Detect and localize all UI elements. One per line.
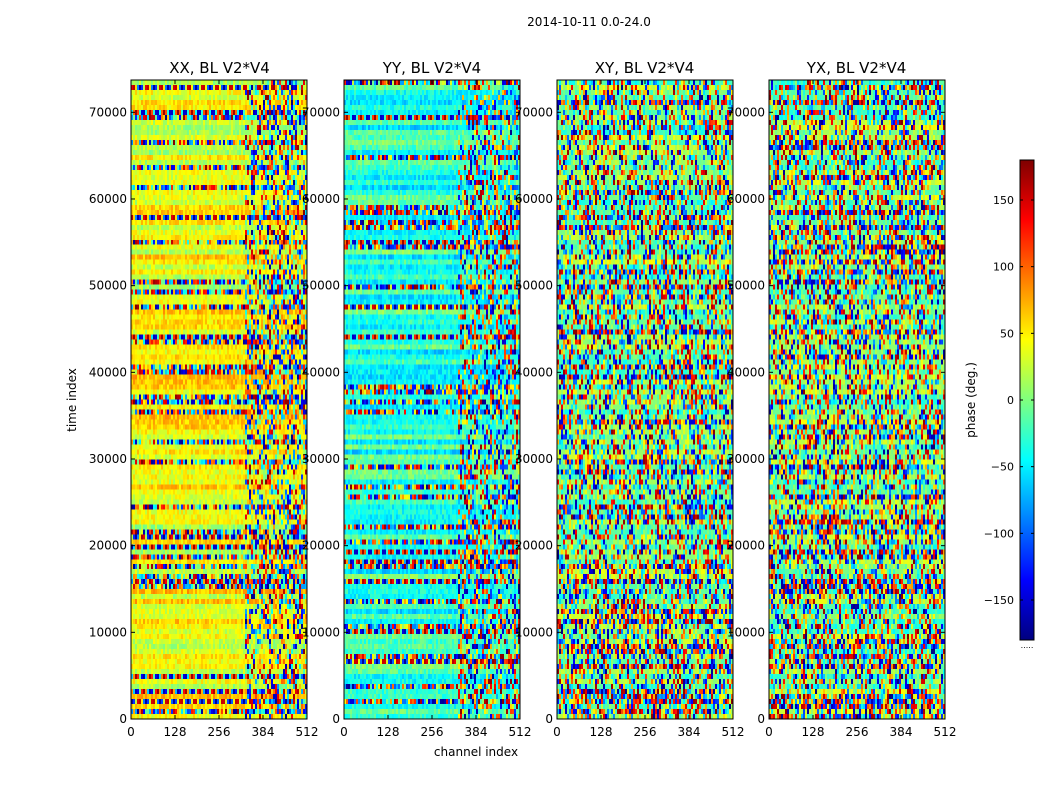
x-tick-label: 0 xyxy=(340,725,348,739)
x-tick-label: 384 xyxy=(252,725,275,739)
colorbar-tick-label: 100 xyxy=(993,261,1014,274)
y-tick-label: 20000 xyxy=(89,539,127,553)
y-tick-label: 60000 xyxy=(515,192,553,206)
x-tick-label: 512 xyxy=(509,725,532,739)
x-tick-label: 128 xyxy=(164,725,187,739)
x-tick-label: 384 xyxy=(678,725,701,739)
x-tick-label: 384 xyxy=(465,725,488,739)
panel-title: YX, BL V2*V4 xyxy=(806,59,907,77)
x-tick-label: 512 xyxy=(934,725,957,739)
y-tick-label: 20000 xyxy=(515,539,553,553)
x-tick-label: 256 xyxy=(634,725,657,739)
y-tick-label: 20000 xyxy=(727,539,765,553)
y-tick-label: 30000 xyxy=(302,452,340,466)
x-tick-label: 128 xyxy=(802,725,825,739)
y-tick-label: 30000 xyxy=(727,452,765,466)
y-tick-label: 10000 xyxy=(727,625,765,639)
heatmap-raster xyxy=(557,80,733,719)
panel-yy: YY, BL V2*V4 0 128 256 384 512 0 10000 20000 300… xyxy=(302,59,532,739)
panel-title: XX, BL V2*V4 xyxy=(169,59,270,77)
y-tick-label: 10000 xyxy=(89,625,127,639)
panel-title: YY, BL V2*V4 xyxy=(382,59,481,77)
y-tick-label: 60000 xyxy=(302,192,340,206)
y-tick-label: 70000 xyxy=(515,105,553,119)
y-tick-label: 50000 xyxy=(727,279,765,293)
y-tick-label: 70000 xyxy=(727,105,765,119)
colorbar-label: phase (deg.) xyxy=(964,362,978,438)
y-tick-label: 40000 xyxy=(89,365,127,379)
heatmap-raster xyxy=(131,80,307,719)
y-tick-label: 0 xyxy=(545,712,553,726)
x-tick-label: 256 xyxy=(846,725,869,739)
y-tick-label: 10000 xyxy=(302,625,340,639)
heatmap-xx: 0 128 256 384 512 0 10000 20000 30000 40000 50000 6… xyxy=(89,79,319,739)
heatmap-yy: 0 128 256 384 512 0 10000 20000 30000 40000 50000 6… xyxy=(302,79,532,739)
x-axis-label: channel index xyxy=(434,745,518,759)
y-tick-label: 70000 xyxy=(302,105,340,119)
y-tick-label: 30000 xyxy=(89,452,127,466)
x-tick-label: 0 xyxy=(127,725,135,739)
x-tick-label: 128 xyxy=(590,725,613,739)
panel-yx: YX, BL V2*V4 0 128 256 384 512 0 10000 20000 300… xyxy=(727,59,957,739)
y-tick-label: 50000 xyxy=(89,279,127,293)
y-tick-label: 20000 xyxy=(302,539,340,553)
x-tick-label: 512 xyxy=(296,725,319,739)
x-tick-label: 512 xyxy=(722,725,745,739)
heatmap-yx: 0 128 256 384 512 0 10000 20000 30000 40000 50000 6… xyxy=(727,79,957,739)
y-tick-label: 60000 xyxy=(89,192,127,206)
panel-xy: XY, BL V2*V4 0 128 256 384 512 0 10000 20000 300… xyxy=(515,59,745,739)
colorbar-ticks: −150 −100 −50 0 50 100 150 xyxy=(984,194,1034,607)
y-tick-label: 40000 xyxy=(727,365,765,379)
x-tick-label: 128 xyxy=(377,725,400,739)
colorbar-tick-label: 50 xyxy=(1000,327,1014,340)
colorbar-tick-label: −150 xyxy=(984,594,1014,607)
y-tick-label: 40000 xyxy=(302,365,340,379)
figure-suptitle: 2014-10-11 0.0-24.0 xyxy=(527,15,651,29)
x-tick-label: 256 xyxy=(208,725,231,739)
y-tick-label: 50000 xyxy=(302,279,340,293)
y-tick-label: 0 xyxy=(119,712,127,726)
x-tick-label: 256 xyxy=(421,725,444,739)
colorbar-tick-label: −100 xyxy=(984,527,1014,540)
heatmap-raster xyxy=(769,80,945,719)
heatmap-xy: 0 128 256 384 512 0 10000 20000 30000 40000 50000 6… xyxy=(515,79,745,739)
y-axis-label: time index xyxy=(65,368,79,432)
y-tick-label: 50000 xyxy=(515,279,553,293)
x-tick-label: 384 xyxy=(890,725,913,739)
panel-xx: XX, BL V2*V4 0 128 256 384 512 0 10000 20000 300… xyxy=(89,59,319,739)
x-tick-label: 0 xyxy=(553,725,561,739)
panel-title: XY, BL V2*V4 xyxy=(595,59,695,77)
y-tick-label: 0 xyxy=(332,712,340,726)
heatmap-raster xyxy=(344,80,520,719)
colorbar-tick-label: 150 xyxy=(993,194,1014,207)
x-tick-label: 0 xyxy=(765,725,773,739)
colorbar-footer: ..... xyxy=(1021,641,1034,650)
colorbar-tick-label: −50 xyxy=(991,461,1014,474)
y-tick-label: 40000 xyxy=(515,365,553,379)
y-tick-label: 70000 xyxy=(89,105,127,119)
colorbar: −150 −100 −50 0 50 100 150 phase (deg.) ..... xyxy=(964,159,1035,650)
y-tick-label: 0 xyxy=(757,712,765,726)
y-tick-label: 30000 xyxy=(515,452,553,466)
y-tick-label: 10000 xyxy=(515,625,553,639)
colorbar-tick-label: 0 xyxy=(1007,394,1014,407)
y-tick-label: 60000 xyxy=(727,192,765,206)
